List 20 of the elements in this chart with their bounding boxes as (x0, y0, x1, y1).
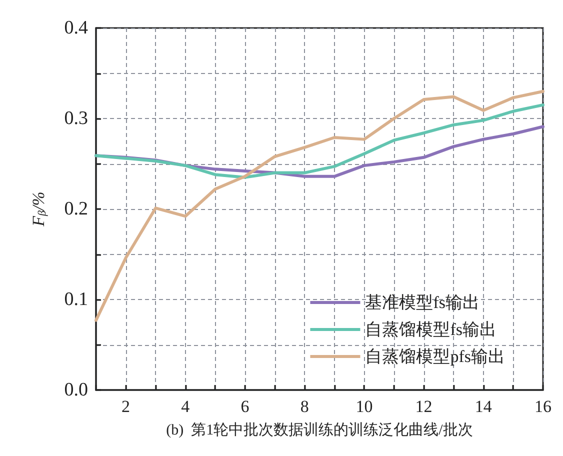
x-tick-label: 14 (474, 397, 492, 416)
x-tick-label: 4 (181, 397, 190, 416)
y-tick-label: 0.1 (64, 289, 88, 310)
line-series (94, 90, 544, 322)
y-tick-label: 0.4 (64, 18, 88, 38)
y-tick-label: 0.2 (64, 198, 88, 220)
line-series (94, 103, 544, 179)
y-axis-title: Fβ/% (29, 192, 48, 228)
x-tick-label: 16 (534, 397, 552, 416)
legend-label: 自蒸馏模型fs输出 (365, 320, 497, 339)
legend-label: 自蒸馏模型pfs输出 (365, 347, 506, 366)
y-tick-label: 0.0 (64, 380, 88, 400)
x-tick-label: 12 (415, 397, 432, 416)
x-tick-label: 10 (356, 397, 373, 416)
legend-label: 基准模型fs输出 (365, 293, 480, 312)
x-tick-label: 6 (240, 397, 250, 416)
y-tick-label: 0.3 (64, 108, 88, 129)
x-axis-title: (b) 第1轮中批次数据训练的训练泛化曲线/批次 (166, 422, 473, 438)
x-tick-label: 8 (300, 397, 309, 416)
x-tick-label: 2 (122, 397, 130, 416)
